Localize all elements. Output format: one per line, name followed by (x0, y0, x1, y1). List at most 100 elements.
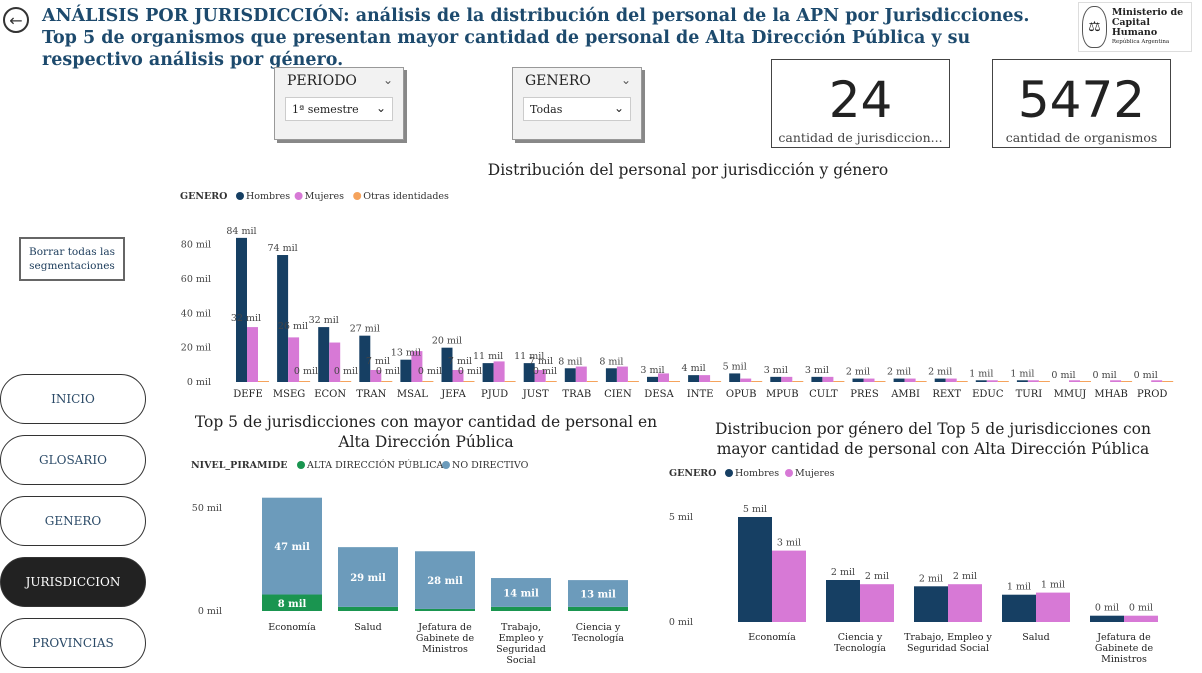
data-label: 28 mil (427, 576, 463, 587)
bar-otras (422, 381, 434, 382)
chart1-title: Distribución del personal por jurisdicci… (488, 161, 888, 179)
y-tick-label: 0 mil (669, 617, 693, 628)
bar-otras (833, 381, 845, 382)
bar-mujeres (452, 369, 464, 382)
bar-hombres (1002, 594, 1036, 622)
clear-slicers-button[interactable]: Borrar todas las segmentaciones (19, 237, 125, 281)
x-tick-label: ECON (314, 389, 346, 400)
y-tick-label: 40 mil (181, 308, 211, 319)
x-tick-label: PROD (1137, 389, 1167, 400)
x-tick-label: Gabinete de (1095, 643, 1154, 654)
chart1-legend-title: GENERO (180, 191, 227, 202)
y-tick-label: 0 mil (187, 377, 211, 388)
y-tick-label: 60 mil (181, 274, 211, 285)
x-tick-label: Tecnología (834, 643, 886, 654)
bar-alta-direccion (568, 606, 628, 611)
data-label: 13 mil (391, 348, 421, 359)
bar-otras (1080, 381, 1091, 382)
bar-mujeres (945, 378, 957, 382)
bar-hombres (893, 378, 905, 382)
data-label: 26 mil (278, 321, 308, 332)
bar-otras (586, 381, 598, 382)
data-label: 0 mil (1051, 370, 1075, 381)
bar-mujeres (370, 369, 382, 382)
genero-dropdown[interactable]: Todas ⌄ (523, 97, 631, 121)
periodo-slicer: PERIODO ⌄ 1ª semestre ⌄ (274, 67, 404, 140)
chart2-title: Top 5 de jurisdicciones con mayor cantid… (195, 413, 657, 431)
data-label: 0 mil (418, 366, 442, 377)
x-tick-label: Salud (1022, 632, 1049, 643)
data-label: 27 mil (350, 324, 380, 335)
bar-hombres (400, 359, 412, 382)
bar-no-directivo (262, 497, 322, 595)
data-label: 0 mil (533, 366, 557, 377)
chevron-down-icon[interactable]: ⌄ (620, 73, 631, 87)
nav-genero[interactable]: GENERO (0, 496, 146, 546)
bar-alta-direccion (262, 594, 322, 611)
nav-inicio[interactable]: INICIO (0, 374, 146, 424)
bar-otras (997, 381, 1009, 382)
bar-hombres (738, 517, 772, 622)
legend-label: NO DIRECTIVO (452, 460, 529, 471)
bar-otras (463, 381, 475, 382)
bar-hombres (605, 368, 617, 382)
legend-label: Mujeres (795, 468, 835, 479)
nav-jurisdiccion[interactable]: JURISDICCION (0, 557, 146, 607)
data-label: 11 mil (514, 351, 544, 362)
bar-otras (792, 381, 804, 382)
x-tick-label: Empleo y (499, 633, 544, 644)
x-tick-label: EDUC (972, 389, 1004, 400)
bar-mujeres (411, 351, 423, 382)
chevron-down-icon[interactable]: ⌄ (382, 73, 393, 87)
bar-otras (669, 381, 680, 382)
bar-otras (915, 381, 927, 382)
x-tick-label: TRAB (562, 389, 591, 400)
bar-otras (299, 381, 311, 382)
bar-hombres (482, 363, 494, 382)
x-tick-label: PJUD (481, 389, 508, 400)
x-tick-label: CIEN (604, 389, 632, 400)
x-tick-label: Trabajo, Empleo y (904, 632, 992, 643)
data-label: 1 mil (969, 368, 993, 379)
legend-label: Hombres (735, 468, 779, 479)
data-label: 84 mil (226, 226, 256, 237)
data-label: 0 mil (1134, 370, 1158, 381)
x-tick-label: Gabinete de (416, 633, 475, 644)
back-arrow-icon[interactable]: ← (3, 7, 29, 33)
chevron-down-icon: ⌄ (375, 101, 386, 115)
logo-line-2: Capital Humano (1111, 17, 1158, 38)
y-tick-label: 80 mil (181, 240, 211, 251)
legend-label: Otras identidades (363, 191, 449, 202)
legend-label: Hombres (246, 191, 290, 202)
bar-otras (874, 381, 886, 382)
data-label: 29 mil (350, 573, 386, 584)
bar-hombres (1090, 615, 1124, 622)
bar-mujeres (493, 361, 505, 382)
bar-no-directivo (568, 580, 628, 607)
data-label: 47 mil (274, 542, 310, 553)
legend-label: Mujeres (305, 191, 345, 202)
nav-glosario[interactable]: GLOSARIO (0, 435, 146, 485)
data-label: 32 mil (309, 315, 339, 326)
bar-mujeres (1124, 615, 1158, 622)
legend-marker (353, 192, 362, 200)
data-label: 5 mil (723, 361, 747, 372)
bar-hombres (688, 375, 700, 382)
data-label: 13 mil (580, 589, 616, 600)
data-label: 7 mil (448, 356, 472, 367)
jurisdicciones-card: 24 cantidad de jurisdiccion... (771, 59, 950, 148)
periodo-dropdown[interactable]: 1ª semestre ⌄ (285, 97, 393, 121)
bar-otras (751, 381, 763, 382)
x-tick-label: OPUB (726, 389, 757, 400)
periodo-value: 1ª semestre (292, 103, 359, 116)
nav-provincias[interactable]: PROVINCIAS (0, 618, 146, 668)
x-tick-label: TURI (1016, 389, 1043, 400)
bar-hombres (852, 378, 864, 382)
bar-hombres (647, 376, 658, 382)
bar-mujeres (822, 376, 834, 382)
data-label: 2 mil (846, 367, 870, 378)
bar-otras (956, 381, 968, 382)
data-label: 7 mil (529, 356, 553, 367)
legend-marker (297, 461, 305, 469)
